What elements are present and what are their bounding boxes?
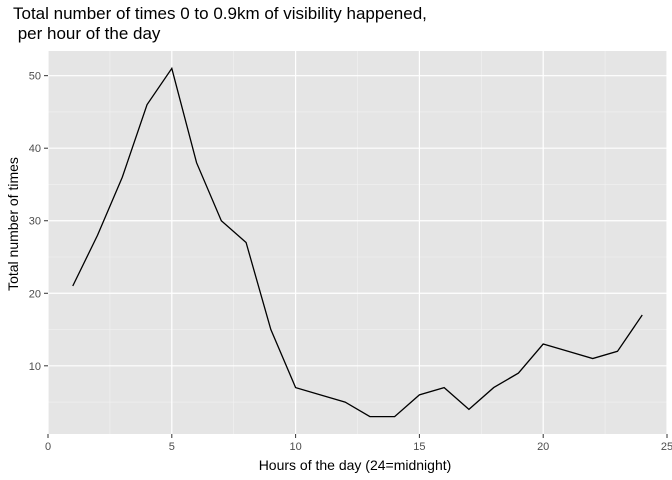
- x-tick-label: 5: [169, 441, 175, 453]
- y-tick-label: 50: [29, 71, 41, 83]
- y-tick-label: 40: [29, 143, 41, 155]
- x-tick-label: 25: [661, 441, 672, 453]
- series-line: [72, 66, 643, 418]
- y-tick-label: 20: [29, 288, 41, 300]
- x-tick-label: 15: [413, 441, 425, 453]
- chart-title-line-1: Total number of times 0 to 0.9km of visi…: [13, 4, 427, 23]
- x-tick-label: 0: [45, 441, 51, 453]
- x-tick-label: 10: [289, 441, 301, 453]
- y-axis-title: Total number of times: [5, 157, 21, 291]
- chart-title-line-2: per hour of the day: [13, 24, 161, 43]
- minor-gridlines: [48, 51, 667, 434]
- x-tick-label: 20: [537, 441, 549, 453]
- x-axis-title: Hours of the day (24=midnight): [259, 457, 452, 473]
- y-tick-label: 10: [29, 361, 41, 373]
- axis-tick-labels: 0 5 10 15 20 25 10 20 30 40 50: [29, 71, 672, 453]
- y-tick-label: 30: [29, 216, 41, 228]
- axis-ticks: [44, 75, 668, 438]
- major-gridlines: [47, 51, 668, 434]
